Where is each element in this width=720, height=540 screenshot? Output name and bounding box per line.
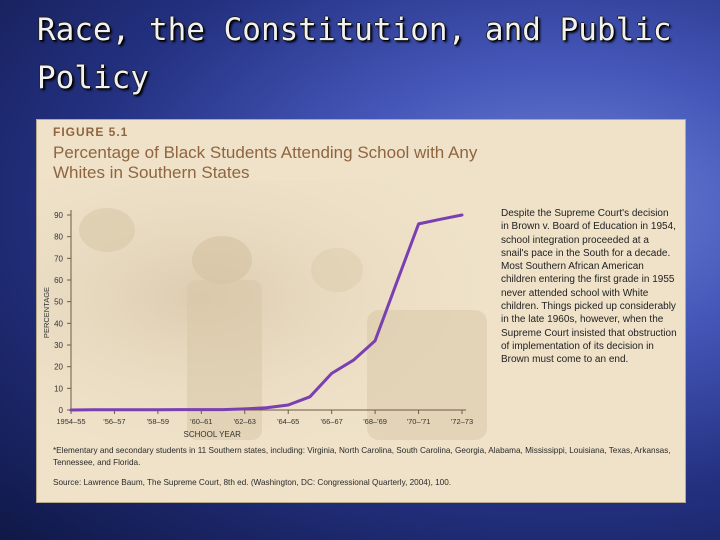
side-note: Despite the Supreme Court's decision in …	[501, 208, 677, 366]
x-tick-label: '66–67	[321, 417, 343, 426]
x-tick-label: '62–63	[234, 417, 256, 426]
x-tick-label: '72–73	[451, 417, 473, 426]
y-tick-label: 0	[59, 406, 64, 415]
x-tick-label: '60–61	[190, 417, 212, 426]
y-tick-label: 60	[54, 276, 63, 285]
figure-panel: FIGURE 5.1 Percentage of Black Students …	[37, 120, 685, 502]
x-tick-label: '56–57	[103, 417, 125, 426]
y-tick-label: 50	[54, 298, 63, 307]
y-tick-label: 30	[54, 341, 63, 350]
y-tick-label: 80	[54, 233, 63, 242]
x-axis-title: SCHOOL YEAR	[184, 430, 242, 439]
figure-label: FIGURE 5.1	[53, 125, 129, 139]
y-tick-label: 20	[54, 363, 63, 372]
x-tick-label: '58–59	[147, 417, 169, 426]
y-tick-label: 90	[54, 211, 63, 220]
source-citation: Source: Lawrence Baum, The Supreme Court…	[53, 478, 452, 487]
y-tick-label: 70	[54, 254, 63, 263]
figure-title: Percentage of Black Students Attending S…	[53, 143, 478, 182]
x-tick-label: '68–'69	[363, 417, 387, 426]
x-tick-label: 1954–55	[56, 417, 85, 426]
line-chart: 0 10 20 30 40 50 60 70 80 90 1954–55 '56–57 '58–59 '6…	[42, 210, 473, 439]
background-photo	[37, 180, 507, 440]
y-tick-label: 10	[54, 384, 63, 393]
y-axis-title: PERCENTAGE	[42, 287, 51, 338]
footnote: *Elementary and secondary students in 11…	[53, 446, 671, 467]
y-tick-label: 40	[54, 319, 63, 328]
x-tick-label: '70–'71	[407, 417, 431, 426]
series-line	[69, 213, 464, 412]
x-tick-label: '64–65	[277, 417, 299, 426]
slide-title: Race, the Constitution, and Public Polic…	[37, 12, 672, 96]
